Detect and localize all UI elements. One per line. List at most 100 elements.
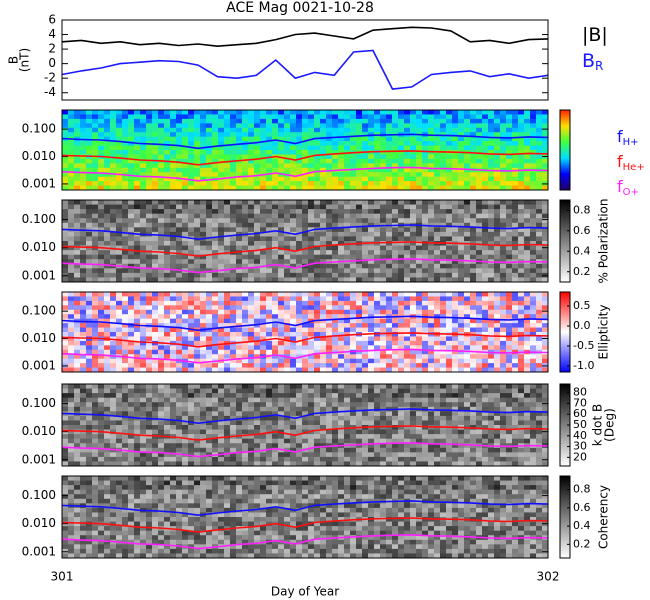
spectrogram-cell bbox=[170, 218, 177, 224]
spectrogram-cell bbox=[200, 411, 207, 417]
spectrogram-cell bbox=[188, 305, 195, 311]
spectrogram-cell bbox=[386, 163, 393, 169]
spectrogram-cell bbox=[140, 277, 147, 283]
spectrogram-cell bbox=[482, 367, 489, 373]
spectrogram-cell bbox=[272, 354, 279, 360]
spectrogram-cell bbox=[242, 245, 249, 251]
spectrogram-cell bbox=[464, 305, 471, 311]
spectrogram-cell bbox=[368, 181, 375, 187]
spectrogram-cell bbox=[182, 363, 189, 369]
spectrogram-cell bbox=[476, 181, 483, 187]
spectrogram-cell bbox=[164, 268, 171, 274]
spectrogram-cell bbox=[134, 218, 141, 224]
spectrogram-cell bbox=[152, 336, 159, 342]
spectrogram-cell bbox=[272, 227, 279, 233]
spectrogram-cell bbox=[290, 150, 297, 155]
spectrogram-cell bbox=[164, 145, 171, 151]
spectrogram-cell bbox=[392, 118, 399, 124]
spectrogram-cell bbox=[392, 358, 399, 364]
spectrogram-cell bbox=[452, 154, 459, 160]
spectrogram-cell bbox=[224, 123, 231, 129]
spectrogram-cell bbox=[476, 268, 483, 274]
spectrogram-cell bbox=[104, 393, 111, 399]
spectrogram-cell bbox=[410, 181, 417, 187]
spectrogram-cell bbox=[230, 384, 237, 390]
spectrogram-cell bbox=[62, 367, 69, 373]
spectrogram-cell bbox=[356, 277, 363, 283]
spectrogram-cell bbox=[212, 305, 219, 311]
spectrogram-cell bbox=[386, 300, 393, 306]
spectrogram-cell bbox=[344, 327, 351, 333]
spectrogram-cell bbox=[158, 393, 165, 399]
spectrogram-cell bbox=[164, 181, 171, 187]
spectrogram-cell bbox=[116, 388, 123, 394]
spectrogram-cell bbox=[158, 323, 165, 329]
spectrogram-cell bbox=[314, 263, 321, 269]
spectrogram-cell bbox=[362, 110, 369, 115]
spectrogram-cell bbox=[104, 447, 111, 453]
spectrogram-cell bbox=[338, 250, 345, 256]
spectrogram-cell bbox=[146, 123, 153, 129]
spectrogram-cell bbox=[500, 354, 507, 360]
spectrogram-cell bbox=[530, 332, 537, 337]
spectrogram-cell bbox=[404, 245, 411, 251]
spectrogram-cell bbox=[422, 185, 429, 191]
spectrogram-cell bbox=[518, 309, 525, 315]
spectrogram-cell bbox=[74, 384, 81, 390]
spectrogram-cell bbox=[338, 327, 345, 333]
spectrogram-cell bbox=[482, 318, 489, 324]
spectrogram-cell bbox=[242, 209, 249, 215]
spectrogram-cell bbox=[500, 268, 507, 274]
spectrogram-cell bbox=[110, 397, 117, 403]
spectrogram-cell bbox=[422, 163, 429, 169]
spectrogram-cell bbox=[80, 236, 87, 242]
spectrogram-cell bbox=[236, 163, 243, 169]
spectrogram-cell bbox=[128, 349, 135, 355]
spectrogram-cell bbox=[434, 200, 441, 206]
spectrogram-cell bbox=[200, 154, 207, 160]
spectrogram-cell bbox=[146, 425, 153, 431]
spectrogram-cell bbox=[92, 172, 99, 178]
spectrogram-cell bbox=[416, 172, 423, 178]
spectrogram-cell bbox=[506, 292, 513, 297]
spectrogram-cell bbox=[218, 127, 225, 133]
spectrogram-cell bbox=[284, 213, 291, 219]
spectrogram-cell bbox=[296, 268, 303, 274]
spectrogram-cell bbox=[212, 181, 219, 187]
spectrogram-cell bbox=[392, 259, 399, 265]
spectrogram-cell bbox=[374, 259, 381, 265]
spectrogram-cell bbox=[284, 363, 291, 369]
spectrogram-cell bbox=[296, 222, 303, 228]
spectrogram-cell bbox=[536, 241, 543, 247]
spectrogram-cell bbox=[326, 218, 333, 224]
spectrogram-cell bbox=[356, 268, 363, 274]
spectrogram-cell bbox=[74, 447, 81, 453]
spectrogram-cell bbox=[338, 254, 345, 260]
spectrogram-cell bbox=[290, 222, 297, 228]
spectrogram-cell bbox=[344, 314, 351, 320]
spectrogram-cell bbox=[110, 204, 117, 210]
spectrogram-cell bbox=[62, 145, 69, 151]
spectrogram-cell bbox=[410, 332, 417, 337]
spectrogram-cell bbox=[536, 163, 543, 169]
spectrogram-cell bbox=[158, 363, 165, 369]
spectrogram-cell bbox=[104, 145, 111, 151]
spectrogram-cell bbox=[302, 209, 309, 215]
spectrogram-cell bbox=[308, 150, 315, 155]
spectrogram-cell bbox=[254, 300, 261, 306]
spectrogram-cell bbox=[452, 114, 459, 120]
spectrogram-cell bbox=[170, 268, 177, 274]
spectrogram-cell bbox=[74, 296, 81, 302]
spectrogram-cell bbox=[152, 245, 159, 251]
spectrogram-cell bbox=[98, 452, 105, 458]
spectrogram-cell bbox=[332, 296, 339, 302]
spectrogram-cell bbox=[308, 118, 315, 124]
spectrogram-cell bbox=[392, 349, 399, 355]
spectrogram-cell bbox=[146, 367, 153, 373]
spectrogram-cell bbox=[134, 349, 141, 355]
spectrogram-cell bbox=[320, 250, 327, 256]
spectrogram-cell bbox=[68, 300, 75, 306]
spectrogram-cell bbox=[434, 123, 441, 129]
spectrogram-cell bbox=[62, 354, 69, 360]
spectrogram-cell bbox=[368, 158, 375, 164]
